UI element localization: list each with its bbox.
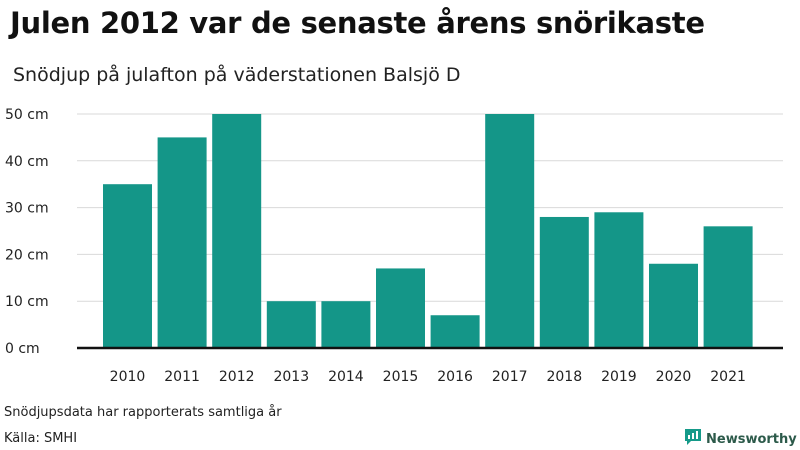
bar-2012[interactable]	[212, 114, 262, 348]
x-tick-label: 2020	[656, 369, 692, 385]
x-tick-label: 2013	[273, 369, 309, 385]
x-tick-label: 2012	[219, 369, 255, 385]
y-tick-label: 50 cm	[5, 107, 49, 123]
bar-2019[interactable]	[594, 212, 644, 348]
x-tick-label: 2016	[437, 369, 473, 385]
footnote: Snödjupsdata har rapporterats samtliga å…	[4, 405, 282, 420]
x-axis-ticks: 2010 2011 2012 2013 2014 2015 2016 2017 2018 2019…	[110, 369, 746, 385]
brand-name: Newsworthy	[706, 431, 797, 447]
x-tick-label: 2018	[546, 369, 582, 385]
x-tick-label: 2021	[710, 369, 746, 385]
bar-2021[interactable]	[703, 226, 753, 348]
bar-2016[interactable]	[430, 315, 480, 348]
newsworthy-logo[interactable]: Newsworthy	[684, 428, 797, 450]
x-tick-label: 2011	[164, 369, 200, 385]
bar-2010[interactable]	[103, 184, 152, 348]
y-tick-label: 40 cm	[5, 154, 49, 170]
y-tick-label: 0 cm	[5, 341, 40, 357]
x-tick-label: 2015	[383, 369, 419, 385]
bar-2013[interactable]	[266, 301, 316, 348]
bar-2018[interactable]	[539, 216, 589, 348]
bar-2020[interactable]	[649, 263, 698, 348]
source-note: Källa: SMHI	[4, 431, 78, 446]
x-tick-label: 2014	[328, 369, 364, 385]
y-tick-label: 30 cm	[5, 201, 49, 217]
x-tick-label: 2019	[601, 369, 637, 385]
bar-2015[interactable]	[376, 268, 425, 348]
bar-2014[interactable]	[321, 301, 371, 348]
bar-2011[interactable]	[157, 137, 207, 348]
chart-subtitle: Snödjup på julafton på väderstationen Ba…	[13, 64, 461, 86]
bars	[103, 114, 753, 348]
x-tick-label: 2017	[492, 369, 528, 385]
x-tick-label: 2010	[110, 369, 146, 385]
chart-title: Julen 2012 var de senaste årens snörikas…	[10, 6, 705, 40]
bar-2017[interactable]	[485, 114, 535, 348]
y-axis-ticks: 0 cm 10 cm 20 cm 30 cm 40 cm 50 cm	[5, 107, 49, 357]
y-tick-label: 20 cm	[5, 247, 49, 263]
chart-logo-icon	[684, 428, 702, 450]
y-tick-label: 10 cm	[5, 294, 49, 310]
